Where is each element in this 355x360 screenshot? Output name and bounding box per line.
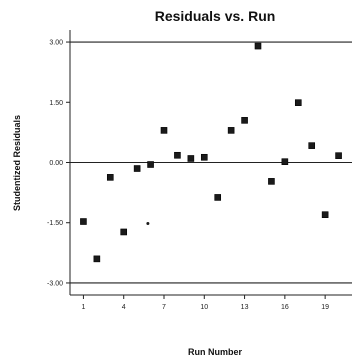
data-point [133, 165, 141, 172]
data-point [106, 174, 114, 181]
data-point [147, 161, 154, 168]
y-tick-label: 3.00 [49, 40, 63, 47]
x-tick-label: 19 [321, 304, 329, 311]
y-tick-label: 1.50 [49, 100, 63, 107]
data-point [294, 99, 302, 106]
data-point [254, 42, 262, 50]
data-point [93, 255, 101, 263]
x-tick-label: 16 [281, 304, 289, 311]
data-point [174, 151, 181, 159]
data-point [200, 153, 208, 161]
y-tick-label: -1.50 [47, 220, 63, 227]
data-point [187, 155, 195, 162]
x-axis-title: Run Number [188, 347, 242, 357]
data-point [268, 178, 275, 185]
data-point [321, 211, 329, 218]
data-point [281, 158, 289, 165]
x-tick-label: 10 [200, 304, 208, 311]
data-point [227, 127, 235, 134]
y-axis-title: Studentized Residuals [12, 115, 22, 211]
x-tick-label: 4 [122, 304, 126, 311]
data-point [214, 194, 222, 201]
data-point [120, 228, 128, 236]
data-point [335, 152, 342, 159]
y-tick-label: -3.00 [47, 280, 63, 287]
plot-area: 3.00 1.50 0.00 -1.50 -3.00 1 4 7 10 13 16 19 [47, 30, 352, 311]
data-point [308, 142, 316, 149]
data-point [160, 127, 168, 134]
data-point [241, 117, 248, 124]
small-data-point [146, 222, 150, 226]
x-tick-label: 1 [81, 304, 85, 311]
data-point [80, 218, 87, 225]
y-tick-label: 0.00 [49, 160, 63, 167]
x-tick-label: 13 [241, 304, 249, 311]
chart-title: Residuals vs. Run [155, 8, 276, 24]
x-tick-label: 7 [162, 304, 166, 311]
